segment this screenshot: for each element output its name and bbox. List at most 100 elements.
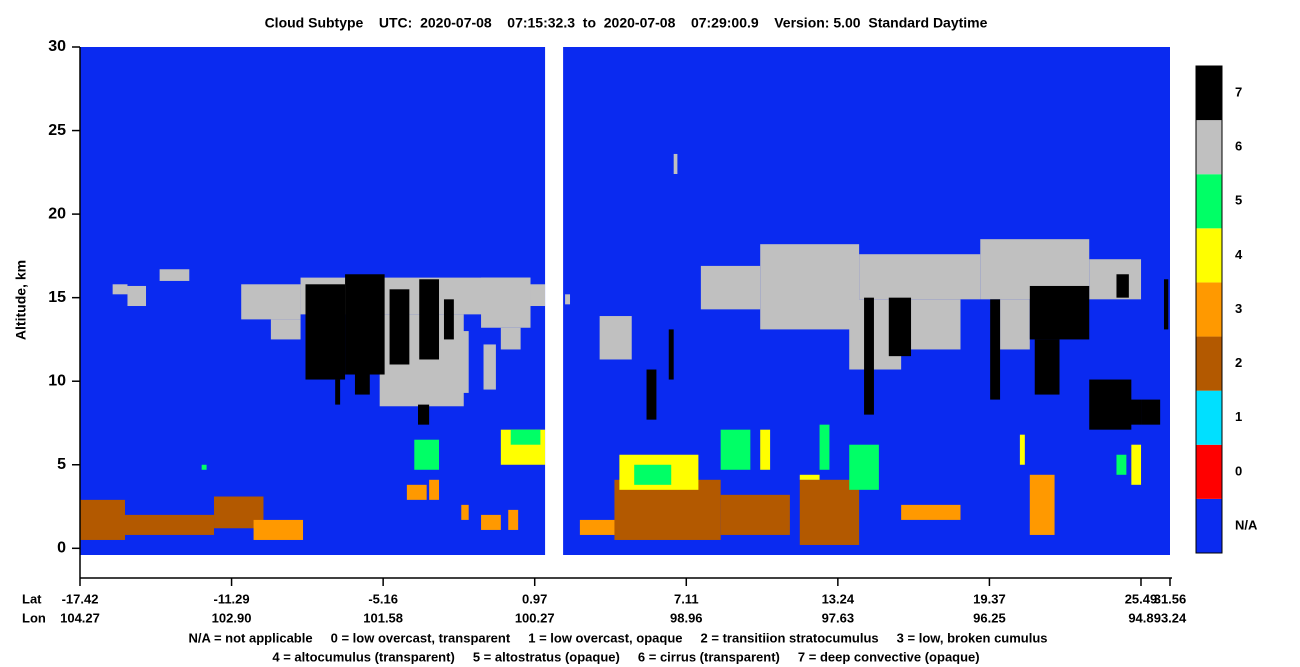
y-tick-label: 10 — [48, 372, 66, 389]
legend-line: 4 = altocumulus (transparent) 5 = altost… — [272, 649, 979, 664]
colorbar-swatch — [1196, 120, 1222, 175]
x-tick-label: 25.49 — [1125, 591, 1158, 606]
cloud-cell — [720, 429, 751, 470]
cloud-cell — [305, 284, 346, 380]
cloud-cell — [849, 444, 879, 490]
cloud-cell — [668, 329, 674, 380]
cloud-cell — [1034, 339, 1060, 395]
cloud-cell — [461, 504, 469, 520]
cloud-cell — [565, 294, 571, 305]
y-tick-label: 25 — [48, 122, 66, 139]
cloud-cell — [799, 474, 820, 480]
cloud-cell — [1029, 285, 1090, 340]
cloud-cell — [1000, 299, 1030, 350]
y-tick-label: 15 — [48, 289, 66, 306]
cloud-cell — [673, 153, 678, 174]
cloud-cell — [700, 265, 761, 310]
colorbar-label: 4 — [1235, 247, 1243, 262]
y-axis-label: Altitude, km — [13, 260, 29, 340]
colorbar-label: 6 — [1235, 139, 1242, 154]
colorbar-label: 0 — [1235, 463, 1242, 478]
colorbar-swatch — [1196, 66, 1222, 121]
colorbar-label: N/A — [1235, 517, 1258, 532]
cloud-cell — [241, 284, 301, 320]
cloud-cell — [634, 464, 672, 485]
colorbar-label: 2 — [1235, 355, 1242, 370]
colorbar-label: 1 — [1235, 409, 1242, 424]
cloud-cell — [270, 319, 301, 340]
cloud-cell — [760, 244, 860, 330]
cloud-cell — [483, 344, 496, 390]
cloud-cell — [500, 327, 521, 350]
cloud-cell — [389, 289, 410, 365]
x-tick2-label: 94.8 — [1128, 610, 1153, 625]
cloud-cell — [419, 279, 440, 360]
colorbar-swatch — [1196, 498, 1222, 553]
x-tick-label: 0.97 — [522, 591, 547, 606]
cloud-cell — [201, 464, 207, 470]
cloud-cell — [443, 299, 454, 340]
cloud-cell — [1089, 259, 1142, 300]
colorbar-swatch — [1196, 336, 1222, 391]
cloud-cell — [80, 499, 126, 540]
cloud-cell — [864, 297, 874, 415]
x-tick2-label: 102.90 — [212, 610, 252, 625]
chart-title: Cloud Subtype UTC: 2020-07-08 07:15:32.3… — [265, 15, 988, 31]
colorbar-swatch — [1196, 282, 1222, 337]
cloud-cell — [510, 429, 541, 445]
cloud-cell — [1163, 279, 1169, 330]
cloud-cell — [720, 494, 790, 535]
y-tick-label: 30 — [48, 38, 66, 55]
cloud-cell — [439, 331, 469, 393]
cloud-cell — [253, 519, 304, 540]
x-row-label: Lat — [22, 591, 42, 606]
colorbar-swatch — [1196, 228, 1222, 283]
x-tick2-label: 96.25 — [973, 610, 1006, 625]
cloud-cell — [481, 514, 501, 530]
y-tick-label: 20 — [48, 205, 66, 222]
cloud-cell — [354, 359, 370, 395]
cloud-cell — [819, 424, 830, 470]
cloud-cell — [125, 514, 215, 535]
cloud-cell — [345, 274, 385, 375]
cloud-cell — [335, 379, 341, 405]
cloud-cell — [530, 284, 546, 307]
x-tick-label: 31.56 — [1154, 591, 1187, 606]
cloud-cell — [112, 284, 128, 295]
x-tick-label: -11.29 — [213, 591, 249, 606]
x-tick2-label: 101.58 — [363, 610, 403, 625]
x-tick-label: 7.11 — [674, 591, 699, 606]
colorbar-label: 3 — [1235, 301, 1242, 316]
x-tick-label: -17.42 — [62, 591, 99, 606]
cloud-cell — [990, 299, 1001, 400]
y-tick-label: 5 — [57, 456, 66, 473]
cloud-cell — [429, 479, 440, 500]
cloud-cell — [760, 429, 771, 470]
x-tick2-label: 93.24 — [1154, 610, 1187, 625]
colorbar-swatch — [1196, 444, 1222, 499]
legend-line: N/A = not applicable 0 = low overcast, t… — [188, 630, 1047, 645]
colorbar-frame — [1195, 65, 1223, 554]
colorbar-swatch — [1196, 174, 1222, 229]
x-tick2-label: 104.27 — [60, 610, 100, 625]
cloud-cell — [1116, 454, 1127, 475]
cloud-cell — [859, 254, 981, 300]
cloud-cell — [799, 479, 860, 545]
cloud-cell — [1099, 399, 1142, 425]
cloud-cell — [888, 297, 912, 357]
cloud-cell — [1116, 274, 1129, 298]
cloud-cell — [418, 404, 430, 425]
cloud-cell — [1029, 474, 1055, 535]
cloud-cell — [414, 439, 440, 470]
x-tick2-label: 98.96 — [670, 610, 703, 625]
x-tick2-label: 100.27 — [515, 610, 555, 625]
cloud-cell — [901, 504, 961, 520]
cloud-cell — [1131, 444, 1142, 485]
x-tick-label: -5.16 — [368, 591, 398, 606]
x-row-label: Lon — [22, 610, 46, 625]
cloud-cell — [1141, 399, 1161, 425]
cloud-cell — [127, 285, 147, 307]
data-gap — [545, 45, 564, 557]
cloud-cell — [599, 316, 632, 360]
